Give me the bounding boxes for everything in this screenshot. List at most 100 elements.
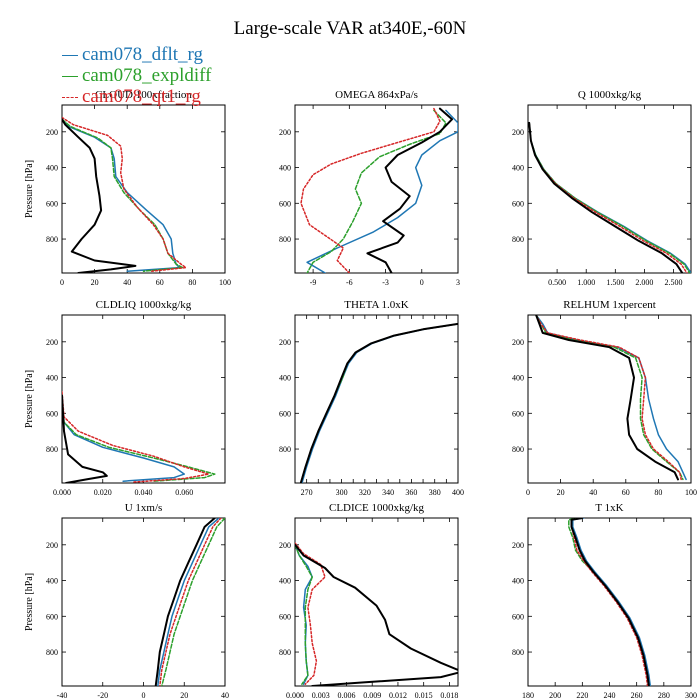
y-tick-label: 200 bbox=[46, 128, 58, 137]
x-tick-label: 0 bbox=[420, 278, 424, 287]
series-line-ref bbox=[528, 121, 684, 273]
x-tick-label: 300 bbox=[336, 488, 348, 497]
x-tick-label: 240 bbox=[604, 691, 616, 700]
series-line-qt1 bbox=[62, 116, 187, 272]
series-line-expl bbox=[295, 544, 313, 685]
panel-title: CLDLIQ 1000xkg/kg bbox=[96, 299, 192, 311]
x-tick-label: -6 bbox=[346, 278, 353, 287]
series-line-expl bbox=[300, 323, 458, 483]
legend-label-expl: cam078_expldiff bbox=[82, 65, 212, 86]
panel-1: OMEGA 864xPa/s -9 -6 -3 0 3 200 400 600 800 bbox=[279, 89, 460, 287]
series-group bbox=[535, 315, 687, 481]
series-line-qt1 bbox=[535, 315, 682, 481]
y-tick-label: 200 bbox=[279, 541, 291, 550]
series-line-qt1 bbox=[295, 542, 326, 685]
panel-frame bbox=[294, 314, 459, 484]
panel-title: RELHUM 1xpercent bbox=[563, 299, 656, 311]
panel-8: T 1xK 180 200 220 240 260 280 300 200 400 600 800 bbox=[512, 502, 697, 700]
x-tick-label: 80 bbox=[654, 488, 662, 497]
x-tick-label: 40 bbox=[123, 278, 131, 287]
y-tick-label: 800 bbox=[512, 445, 524, 454]
legend-label-dflt: cam078_dflt_rg bbox=[82, 44, 204, 65]
y-tick-label: 600 bbox=[279, 612, 291, 621]
y-tick-label: 400 bbox=[279, 164, 291, 173]
series-line-dflt bbox=[62, 118, 181, 272]
panel-title: Q 1000xkg/kg bbox=[578, 89, 642, 101]
x-tick-label: 0.012 bbox=[389, 691, 407, 700]
legend-label-qt1: cam078_qt1_rg bbox=[82, 86, 201, 107]
x-tick-label: 0.003 bbox=[312, 691, 330, 700]
panel-7: CLDICE 1000xkg/kg 0.000 0.003 0.006 0.009 0.0… bbox=[279, 502, 459, 700]
series-line-dflt bbox=[295, 544, 313, 685]
series-group bbox=[528, 121, 691, 273]
y-tick-label: 400 bbox=[46, 164, 58, 173]
y-tick-label: 600 bbox=[279, 409, 291, 418]
y-tick-label: 200 bbox=[512, 541, 524, 550]
legend-item-dflt: cam078_dflt_rg bbox=[62, 44, 211, 65]
x-tick-label: 0.000 bbox=[53, 488, 71, 497]
y-tick-label: 400 bbox=[512, 164, 524, 173]
x-tick-label: 60 bbox=[156, 278, 164, 287]
y-tick-label: 200 bbox=[279, 338, 291, 347]
panel-frame bbox=[527, 517, 692, 687]
x-tick-label: 1.000 bbox=[577, 278, 595, 287]
y-tick-label: 600 bbox=[46, 199, 58, 208]
panel-title: T 1xK bbox=[595, 502, 623, 514]
series-line-ref bbox=[366, 107, 453, 273]
y-tick-label: 400 bbox=[279, 374, 291, 383]
x-tick-label: 0.020 bbox=[94, 488, 112, 497]
panel-frame bbox=[527, 314, 692, 484]
x-tick-label: 360 bbox=[405, 488, 417, 497]
x-tick-label: 0.060 bbox=[175, 488, 193, 497]
series-line-ref bbox=[295, 543, 458, 686]
panel-frame bbox=[527, 104, 692, 274]
series-line-dflt bbox=[157, 518, 220, 686]
panel-title: U 1xm/s bbox=[125, 502, 163, 514]
series-line-dflt bbox=[306, 109, 458, 273]
x-tick-label: 0.000 bbox=[286, 691, 304, 700]
legend-item-expl: cam078_expldiff bbox=[62, 65, 211, 86]
y-tick-label: 400 bbox=[279, 577, 291, 586]
x-tick-label: 80 bbox=[188, 278, 196, 287]
series-line-ref bbox=[154, 518, 216, 686]
series-group bbox=[568, 518, 652, 686]
x-tick-label: 1.500 bbox=[606, 278, 624, 287]
series-group bbox=[154, 518, 225, 686]
series-line-qt1 bbox=[300, 107, 441, 273]
series-group bbox=[62, 391, 216, 483]
x-tick-label: 340 bbox=[382, 488, 394, 497]
x-tick-label: 0.040 bbox=[135, 488, 153, 497]
series-line-ref bbox=[62, 118, 137, 273]
x-tick-label: 0 bbox=[526, 488, 530, 497]
series-line-dflt bbox=[528, 122, 691, 273]
y-tick-label: 200 bbox=[46, 338, 58, 347]
series-line-dflt bbox=[62, 394, 186, 482]
panel-4: THETA 1.0xK 270 300 320 340 360 380 400 200 400 60… bbox=[279, 299, 464, 497]
series-group bbox=[299, 322, 458, 483]
y-tick-label: 400 bbox=[512, 577, 524, 586]
series-line-ref bbox=[535, 315, 679, 481]
y-tick-label: 800 bbox=[279, 445, 291, 454]
y-axis-label: Pressure [hPa] bbox=[24, 573, 35, 631]
x-tick-label: 20 bbox=[91, 278, 99, 287]
x-tick-label: 40 bbox=[589, 488, 597, 497]
x-tick-label: 100 bbox=[685, 488, 697, 497]
series-line-expl bbox=[62, 394, 216, 482]
y-tick-label: 600 bbox=[512, 199, 524, 208]
series-line-dflt bbox=[572, 518, 652, 686]
series-line-ref bbox=[62, 394, 108, 483]
series-line-expl bbox=[62, 118, 184, 272]
series-line-ref bbox=[570, 518, 650, 686]
panel-frame bbox=[294, 104, 459, 274]
x-tick-label: 40 bbox=[221, 691, 229, 700]
x-tick-label: 2.500 bbox=[665, 278, 683, 287]
x-tick-label: 0.009 bbox=[363, 691, 381, 700]
panel-title: CLDICE 1000xkg/kg bbox=[329, 502, 425, 514]
y-tick-label: 400 bbox=[46, 577, 58, 586]
series-line-qt1 bbox=[570, 518, 649, 686]
x-tick-label: 200 bbox=[549, 691, 561, 700]
panel-frame bbox=[294, 517, 459, 687]
x-tick-label: 280 bbox=[658, 691, 670, 700]
y-tick-label: 800 bbox=[279, 235, 291, 244]
